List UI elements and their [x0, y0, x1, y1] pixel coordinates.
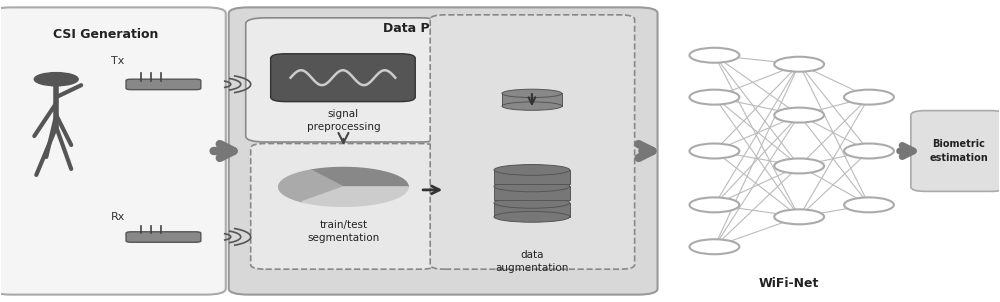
FancyBboxPatch shape: [0, 7, 226, 295]
Bar: [502, 93, 562, 106]
Text: Tx: Tx: [111, 56, 124, 66]
FancyBboxPatch shape: [126, 232, 201, 242]
Bar: [494, 203, 570, 217]
Circle shape: [844, 143, 894, 159]
Circle shape: [774, 209, 824, 224]
FancyBboxPatch shape: [126, 79, 201, 90]
Text: signal
preprocessing: signal preprocessing: [307, 109, 380, 132]
Polygon shape: [311, 168, 408, 187]
Text: Biometric
estimation: Biometric estimation: [929, 140, 988, 162]
Ellipse shape: [494, 165, 570, 175]
Bar: [494, 186, 570, 200]
Text: CSI Generation: CSI Generation: [53, 28, 159, 41]
Bar: [494, 170, 570, 184]
Ellipse shape: [502, 89, 562, 98]
FancyBboxPatch shape: [430, 15, 635, 269]
Circle shape: [689, 198, 739, 212]
Circle shape: [774, 108, 824, 123]
Ellipse shape: [502, 102, 562, 110]
Text: Data Preparation: Data Preparation: [383, 22, 503, 35]
Ellipse shape: [494, 181, 570, 192]
FancyBboxPatch shape: [271, 54, 415, 102]
Circle shape: [844, 90, 894, 104]
Circle shape: [689, 90, 739, 104]
FancyBboxPatch shape: [911, 111, 1000, 191]
Polygon shape: [302, 187, 408, 206]
Circle shape: [689, 143, 739, 159]
Text: data
augmentation: data augmentation: [495, 250, 569, 273]
Ellipse shape: [494, 211, 570, 222]
Text: Rx: Rx: [111, 212, 125, 222]
Circle shape: [689, 48, 739, 63]
Text: train/test
segmentation: train/test segmentation: [307, 220, 380, 243]
Circle shape: [844, 198, 894, 212]
FancyBboxPatch shape: [251, 143, 435, 269]
Polygon shape: [279, 170, 343, 202]
Circle shape: [774, 159, 824, 173]
FancyBboxPatch shape: [229, 7, 658, 295]
Circle shape: [774, 57, 824, 72]
FancyBboxPatch shape: [246, 18, 440, 142]
Text: WiFi-Net: WiFi-Net: [759, 277, 819, 290]
Circle shape: [34, 72, 78, 86]
Circle shape: [689, 239, 739, 254]
Ellipse shape: [494, 198, 570, 208]
